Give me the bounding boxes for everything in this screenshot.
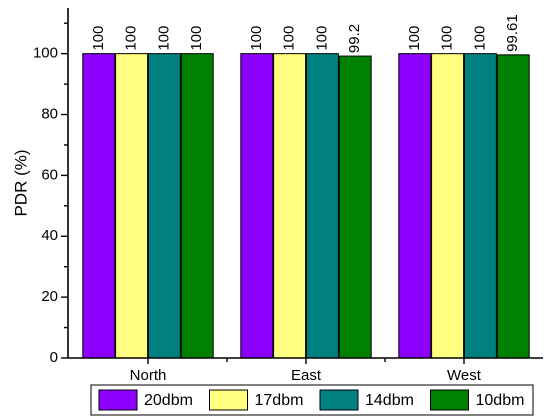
y-tick-label-20: 20 [41, 288, 58, 305]
value-label-west-20dbm: 100 [406, 26, 423, 51]
bar-north-14dbm [147, 53, 181, 359]
legend-swatch-17dbm [209, 389, 248, 411]
bar-north-17dbm [115, 53, 149, 359]
x-tick-label-north: North [130, 367, 167, 384]
value-label-west-10dbm: 99.61 [504, 14, 521, 52]
y-tick-label-40: 40 [41, 227, 58, 244]
bar-north-20dbm [82, 53, 116, 359]
legend-label-10dbm: 10dbm [476, 392, 525, 409]
legend-swatch-20dbm [98, 389, 138, 411]
y-tick-label-100: 100 [33, 45, 58, 62]
legend-swatch-10dbm [430, 389, 469, 411]
value-label-west-17dbm: 100 [439, 26, 456, 51]
value-label-east-20dbm: 100 [248, 26, 265, 51]
value-label-east-10dbm: 99.2 [346, 24, 363, 53]
x-tick-label-west: West [447, 367, 482, 384]
bar-west-20dbm [398, 53, 432, 359]
bar-west-14dbm [463, 53, 497, 359]
value-label-east-14dbm: 100 [313, 26, 330, 51]
value-label-north-10dbm: 100 [188, 26, 205, 51]
value-label-west-14dbm: 100 [471, 26, 488, 51]
value-label-north-20dbm: 100 [90, 26, 107, 51]
value-label-east-17dbm: 100 [281, 26, 298, 51]
bar-west-10dbm [496, 54, 530, 359]
bar-west-17dbm [431, 53, 465, 359]
plot-area: 100 100 100 100 North 100 100 100 99.2 East 100 100… [33, 8, 543, 384]
value-label-north-17dbm: 100 [123, 26, 140, 51]
y-tick-label-60: 60 [41, 166, 58, 183]
y-tick-label-0: 0 [50, 349, 58, 366]
bar-east-10dbm [338, 55, 372, 359]
y-axis-title: PDR (%) [11, 149, 30, 216]
legend-label-14dbm: 14dbm [365, 392, 414, 409]
legend: 20dbm 17dbm 14dbm 10dbm [90, 384, 534, 416]
bar-east-14dbm [305, 53, 339, 359]
bar-east-17dbm [273, 53, 307, 359]
bar-east-20dbm [240, 53, 274, 359]
legend-swatch-14dbm [319, 389, 359, 411]
y-tick-label-80: 80 [41, 105, 58, 122]
legend-label-20dbm: 20dbm [144, 392, 193, 409]
value-label-north-14dbm: 100 [155, 26, 172, 51]
bar-north-10dbm [180, 53, 214, 359]
legend-label-17dbm: 17dbm [255, 392, 304, 409]
x-tick-label-east: East [291, 367, 322, 384]
